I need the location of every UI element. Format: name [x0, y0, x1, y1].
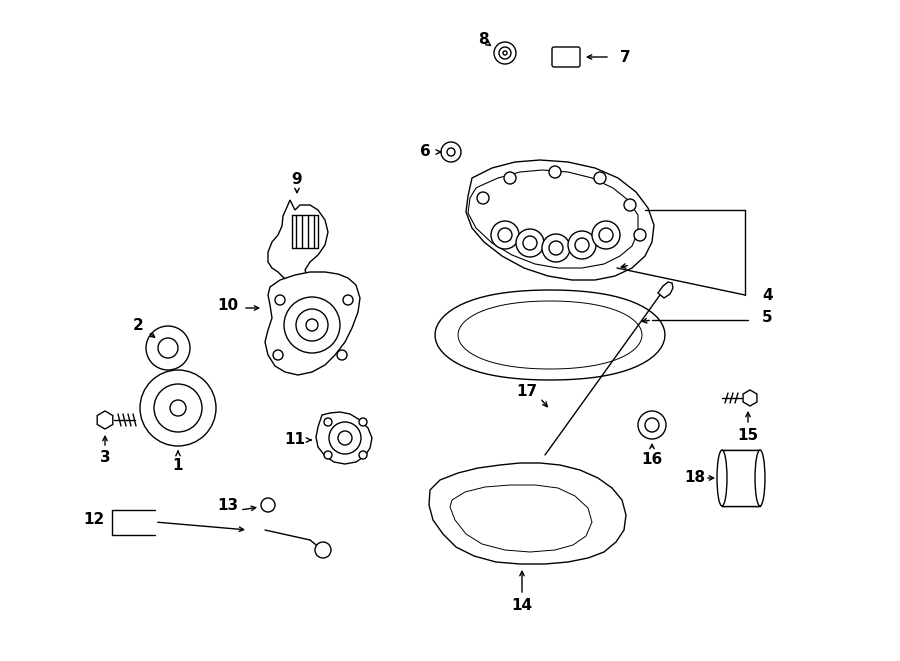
Text: 7: 7: [620, 50, 630, 65]
Polygon shape: [316, 412, 372, 464]
Circle shape: [592, 221, 620, 249]
Polygon shape: [458, 301, 642, 369]
Circle shape: [447, 148, 455, 156]
Circle shape: [284, 297, 340, 353]
Circle shape: [594, 172, 606, 184]
Circle shape: [170, 400, 186, 416]
Circle shape: [568, 231, 596, 259]
Circle shape: [503, 51, 507, 55]
Circle shape: [338, 431, 352, 445]
Text: 15: 15: [737, 428, 759, 442]
Circle shape: [343, 295, 353, 305]
Circle shape: [504, 172, 516, 184]
Circle shape: [549, 241, 563, 255]
Circle shape: [645, 418, 659, 432]
Circle shape: [337, 350, 347, 360]
Circle shape: [542, 234, 570, 262]
Circle shape: [441, 142, 461, 162]
Circle shape: [359, 418, 367, 426]
Circle shape: [494, 42, 516, 64]
Circle shape: [499, 47, 511, 59]
Circle shape: [315, 542, 331, 558]
Circle shape: [575, 238, 589, 252]
Text: 11: 11: [284, 432, 305, 447]
Text: 1: 1: [173, 457, 184, 473]
Circle shape: [549, 166, 561, 178]
Text: 12: 12: [84, 512, 105, 527]
Circle shape: [523, 236, 537, 250]
Text: 6: 6: [419, 145, 430, 159]
FancyBboxPatch shape: [552, 47, 580, 67]
Polygon shape: [429, 463, 626, 564]
Text: 14: 14: [511, 598, 533, 613]
Circle shape: [324, 418, 332, 426]
Text: 17: 17: [517, 385, 537, 399]
Text: 3: 3: [100, 451, 111, 465]
Circle shape: [154, 384, 202, 432]
Ellipse shape: [755, 450, 765, 506]
Text: 16: 16: [642, 453, 662, 467]
Polygon shape: [468, 170, 638, 268]
Circle shape: [491, 221, 519, 249]
Circle shape: [306, 319, 318, 331]
Circle shape: [516, 229, 544, 257]
Polygon shape: [743, 390, 757, 406]
Polygon shape: [97, 411, 112, 429]
Text: 18: 18: [684, 471, 706, 485]
Circle shape: [477, 192, 489, 204]
Circle shape: [261, 498, 275, 512]
Text: 4: 4: [762, 288, 772, 303]
Circle shape: [140, 370, 216, 446]
Circle shape: [275, 295, 285, 305]
Text: 9: 9: [292, 173, 302, 188]
Polygon shape: [658, 282, 673, 298]
Circle shape: [634, 229, 646, 241]
Bar: [722, 450, 760, 506]
Polygon shape: [268, 200, 328, 304]
Text: 8: 8: [478, 32, 489, 48]
Text: 10: 10: [218, 297, 238, 313]
Polygon shape: [466, 160, 654, 280]
Polygon shape: [265, 272, 360, 375]
Text: 13: 13: [218, 498, 238, 512]
Circle shape: [296, 309, 328, 341]
Ellipse shape: [717, 450, 727, 506]
Polygon shape: [435, 290, 665, 380]
Circle shape: [498, 228, 512, 242]
Circle shape: [273, 350, 283, 360]
Text: 5: 5: [762, 311, 772, 325]
Circle shape: [624, 199, 636, 211]
Circle shape: [638, 411, 666, 439]
Circle shape: [158, 338, 178, 358]
Text: 2: 2: [132, 317, 143, 332]
Circle shape: [324, 451, 332, 459]
Circle shape: [599, 228, 613, 242]
Polygon shape: [450, 485, 592, 552]
Circle shape: [146, 326, 190, 370]
Circle shape: [359, 451, 367, 459]
Circle shape: [329, 422, 361, 454]
